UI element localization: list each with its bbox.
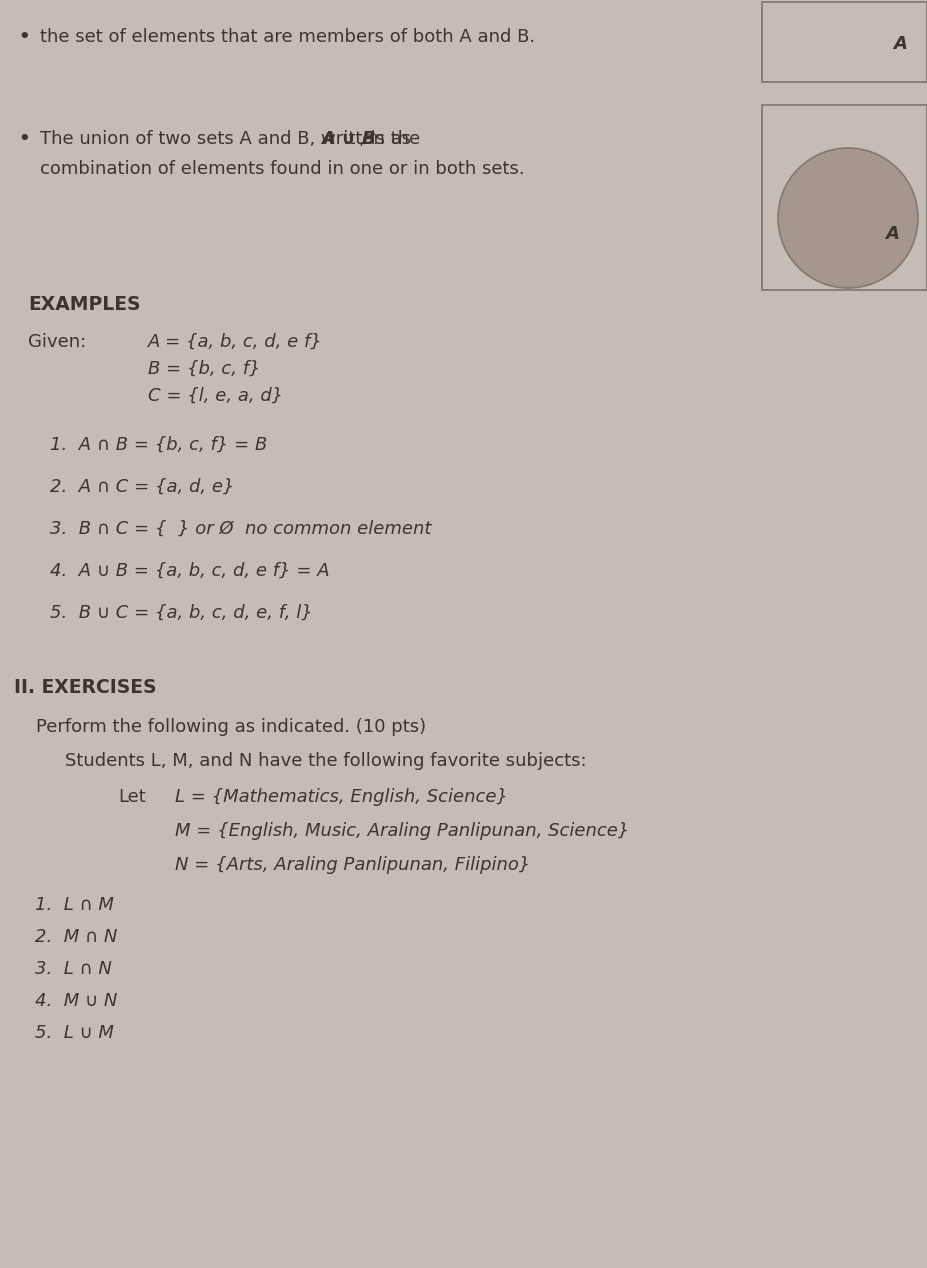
Text: II. EXERCISES: II. EXERCISES bbox=[14, 678, 157, 697]
Text: the set of elements that are members of both A and B.: the set of elements that are members of … bbox=[40, 28, 535, 46]
Text: Perform the following as indicated. (10 pts): Perform the following as indicated. (10 … bbox=[36, 718, 426, 735]
Text: 4.  M ∪ N: 4. M ∪ N bbox=[35, 992, 118, 1011]
Circle shape bbox=[778, 148, 918, 288]
Text: 2.  M ∩ N: 2. M ∩ N bbox=[35, 928, 118, 946]
Text: •: • bbox=[18, 131, 30, 148]
Text: combination of elements found in one or in both sets.: combination of elements found in one or … bbox=[40, 160, 525, 178]
Text: 1.  L ∩ M: 1. L ∩ M bbox=[35, 896, 114, 914]
Text: M = {English, Music, Araling Panlipunan, Science}: M = {English, Music, Araling Panlipunan,… bbox=[175, 822, 629, 839]
Text: 1.  A ∩ B = {b, c, f} = B: 1. A ∩ B = {b, c, f} = B bbox=[50, 436, 267, 454]
FancyBboxPatch shape bbox=[762, 3, 927, 82]
Text: A ∪ B: A ∪ B bbox=[321, 131, 375, 148]
Text: Given:: Given: bbox=[28, 333, 86, 351]
FancyBboxPatch shape bbox=[762, 105, 927, 290]
Text: , is the: , is the bbox=[359, 131, 420, 148]
Text: A: A bbox=[885, 224, 899, 243]
Text: The union of two sets A and B, written as: The union of two sets A and B, written a… bbox=[40, 131, 412, 148]
Text: EXAMPLES: EXAMPLES bbox=[28, 295, 141, 314]
Text: 5.  B ∪ C = {a, b, c, d, e, f, l}: 5. B ∪ C = {a, b, c, d, e, f, l} bbox=[50, 604, 312, 623]
Text: 3.  L ∩ N: 3. L ∩ N bbox=[35, 960, 112, 978]
Text: •: • bbox=[18, 28, 30, 46]
Text: 5.  L ∪ M: 5. L ∪ M bbox=[35, 1025, 114, 1042]
Text: C = {l, e, a, d}: C = {l, e, a, d} bbox=[148, 387, 284, 404]
Text: 2.  A ∩ C = {a, d, e}: 2. A ∩ C = {a, d, e} bbox=[50, 478, 235, 496]
Text: A = {a, b, c, d, e f}: A = {a, b, c, d, e f} bbox=[148, 333, 323, 351]
Text: Students L, M, and N have the following favorite subjects:: Students L, M, and N have the following … bbox=[65, 752, 587, 770]
Text: A: A bbox=[893, 36, 907, 53]
Text: 4.  A ∪ B = {a, b, c, d, e f} = A: 4. A ∪ B = {a, b, c, d, e f} = A bbox=[50, 562, 330, 579]
Text: Let: Let bbox=[118, 787, 146, 806]
Text: 3.  B ∩ C = {  } or Ø  no common element: 3. B ∩ C = { } or Ø no common element bbox=[50, 520, 431, 538]
Text: L = {Mathematics, English, Science}: L = {Mathematics, English, Science} bbox=[175, 787, 508, 806]
Text: B = {b, c, f}: B = {b, c, f} bbox=[148, 360, 260, 378]
Text: N = {Arts, Araling Panlipunan, Filipino}: N = {Arts, Araling Panlipunan, Filipino} bbox=[175, 856, 530, 874]
